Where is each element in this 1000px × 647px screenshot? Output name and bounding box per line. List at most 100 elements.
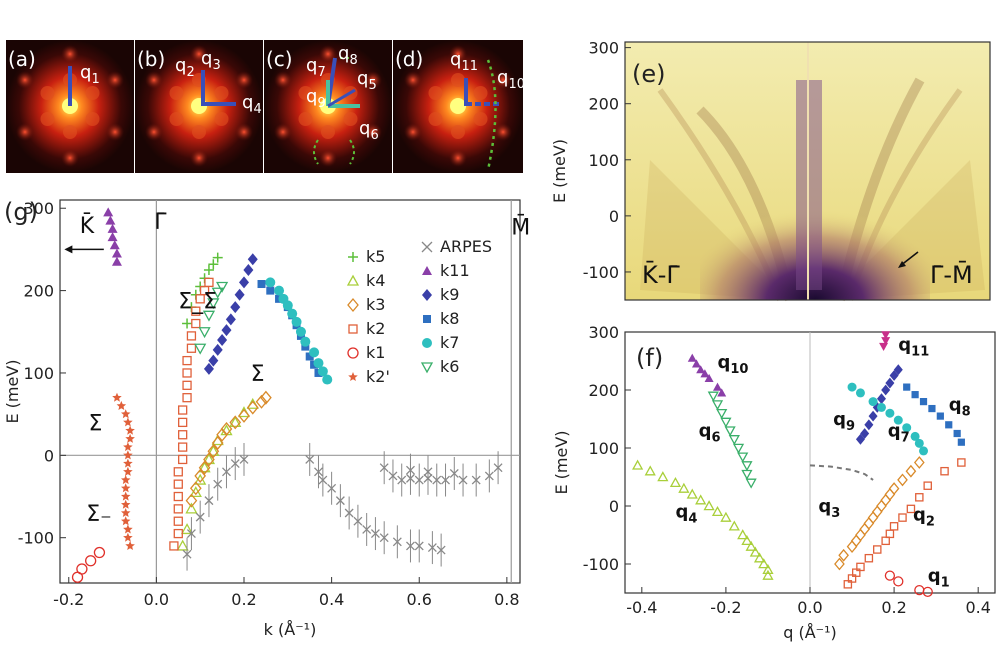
data-point	[121, 499, 131, 509]
data-point	[121, 508, 131, 517]
fft-inner-spot	[40, 86, 55, 100]
bragg-spot	[364, 71, 383, 89]
data-point	[914, 438, 924, 448]
f-series-label: q6	[699, 420, 721, 445]
data-point	[322, 374, 333, 385]
data-point	[229, 415, 242, 430]
g-legend-entry: k5	[366, 247, 385, 266]
data-point	[423, 315, 431, 323]
data-point	[225, 313, 236, 326]
data-point	[211, 435, 224, 450]
data-point	[234, 288, 245, 301]
data-point	[884, 570, 896, 581]
data-point	[186, 331, 197, 341]
bragg-spot	[190, 149, 208, 167]
data-point	[838, 548, 849, 562]
data-point	[198, 327, 211, 339]
bragg-spot	[15, 71, 34, 89]
data-point	[928, 404, 936, 413]
data-point	[876, 393, 886, 405]
data-point	[265, 277, 276, 288]
data-point	[347, 347, 359, 359]
data-point	[737, 452, 749, 463]
bragg-spot	[190, 45, 208, 63]
bragg-spot	[144, 123, 163, 141]
data-point	[207, 444, 220, 459]
data-point	[884, 487, 896, 501]
data-point	[720, 417, 732, 428]
data-point	[893, 364, 903, 376]
data-point	[287, 308, 298, 319]
data-point	[871, 505, 883, 519]
data-point	[318, 475, 328, 485]
g-legend-entry: k7	[440, 333, 459, 352]
data-point	[335, 496, 345, 506]
data-point	[945, 421, 953, 429]
data-point	[208, 259, 219, 270]
g-annotation: Σ_Σ	[178, 290, 217, 315]
data-point	[186, 343, 197, 353]
data-point	[834, 557, 845, 571]
g-annotation: K̄	[80, 213, 95, 239]
data-point	[121, 516, 131, 526]
fft-center-spot	[450, 98, 466, 114]
data-point	[704, 373, 714, 382]
data-point	[905, 464, 917, 478]
data-point	[220, 421, 233, 436]
data-point	[423, 467, 433, 477]
f-series-label: q1	[928, 565, 950, 590]
data-point	[885, 377, 895, 389]
data-point	[348, 324, 358, 334]
data-point	[211, 287, 224, 299]
data-point	[449, 468, 459, 478]
data-point	[213, 479, 223, 489]
data-point	[305, 454, 315, 464]
fft-inner-spot	[473, 112, 488, 126]
data-point	[238, 408, 250, 423]
data-point	[957, 458, 966, 467]
series-k7	[265, 277, 333, 385]
panel-e-arrowhead	[898, 261, 906, 268]
data-point	[123, 524, 133, 534]
data-point	[230, 459, 240, 469]
data-point	[880, 493, 892, 507]
data-point	[695, 494, 707, 505]
panel-label-c: (c)	[266, 47, 293, 71]
data-point	[173, 479, 183, 489]
data-point	[669, 476, 682, 488]
f-xtick-label: 0.4	[965, 598, 990, 617]
g-legend-entry: k4	[366, 271, 385, 290]
g-annotation: Σ₋	[86, 502, 112, 527]
panel-e-axis: -100 0 100 200 300 E (meV)	[550, 39, 631, 282]
data-point	[229, 416, 242, 428]
data-point	[346, 274, 360, 286]
data-point	[846, 540, 858, 554]
g-legend-entry: k6	[440, 357, 459, 376]
data-point	[309, 347, 320, 358]
panel-e-left-label: K̄-Γ̄	[642, 260, 680, 289]
data-point	[243, 264, 254, 277]
f-ytick-label: -100	[583, 555, 619, 574]
bragg-spot	[494, 71, 513, 89]
data-point	[76, 563, 88, 575]
data-point	[221, 324, 232, 337]
f-ylabel: E (meV)	[552, 430, 571, 494]
data-point	[728, 520, 740, 531]
data-point	[169, 541, 179, 551]
data-point	[758, 558, 770, 569]
f-series-label: q4	[675, 502, 697, 527]
fft-inner-spot	[40, 112, 55, 126]
data-point	[274, 285, 285, 296]
data-point	[724, 426, 736, 437]
data-point	[728, 435, 740, 446]
data-point	[911, 391, 919, 399]
series-k8	[257, 280, 323, 377]
fft-inner-spot	[169, 112, 184, 126]
data-point	[207, 444, 220, 456]
data-point	[678, 482, 690, 493]
data-point	[427, 543, 437, 553]
bragg-spot	[403, 71, 422, 89]
data-point	[716, 408, 728, 420]
bragg-spot	[235, 123, 254, 141]
